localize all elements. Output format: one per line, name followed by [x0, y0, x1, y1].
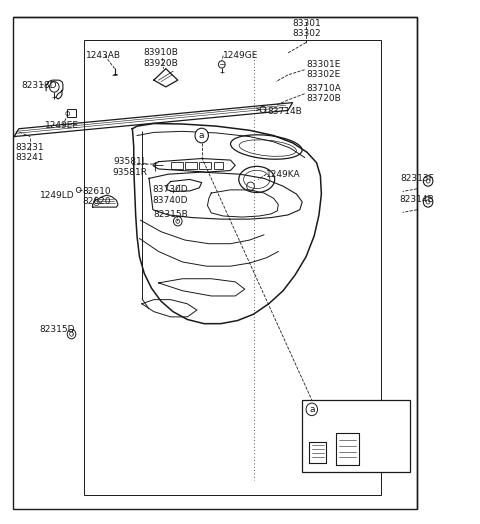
Text: a: a [309, 405, 314, 414]
Text: 82313F: 82313F [400, 174, 434, 183]
Text: 93581L
93581R: 93581L 93581R [112, 157, 147, 177]
Text: 83714B: 83714B [268, 107, 302, 116]
Bar [84, 40, 381, 495]
Text: 82315B: 82315B [153, 211, 188, 220]
Bar [185, 162, 197, 169]
Text: 83730D
83740D: 83730D 83740D [153, 185, 189, 205]
Bar [67, 110, 76, 117]
Text: 82314B: 82314B [400, 195, 434, 204]
Bar [170, 162, 182, 169]
Bar [214, 162, 223, 169]
Text: 82315D: 82315D [39, 325, 75, 334]
Text: 93580C: 93580C [347, 421, 382, 430]
Circle shape [195, 128, 208, 143]
Text: 83910B
83920B: 83910B 83920B [144, 49, 179, 68]
Text: 83710A
83720B: 83710A 83720B [306, 84, 341, 103]
Ellipse shape [230, 135, 302, 159]
Text: a: a [199, 131, 204, 140]
Bar [12, 17, 417, 509]
Text: 1249LD: 1249LD [40, 191, 74, 200]
Bar [199, 162, 211, 169]
Text: 83301
83302: 83301 83302 [293, 19, 322, 38]
Circle shape [306, 403, 318, 416]
Text: 82318D: 82318D [21, 81, 57, 90]
Bar [302, 400, 410, 472]
Ellipse shape [239, 166, 275, 192]
Text: 1243AB: 1243AB [86, 51, 121, 60]
Text: 1249KA: 1249KA [266, 170, 301, 179]
Text: 93752: 93752 [312, 439, 340, 449]
Text: 83231
83241: 83231 83241 [15, 143, 44, 162]
Text: 1249EE: 1249EE [45, 121, 79, 129]
Text: 82610
82620: 82610 82620 [82, 187, 111, 206]
Text: 83301E
83302E: 83301E 83302E [306, 60, 340, 79]
Text: 1249GE: 1249GE [223, 51, 259, 60]
